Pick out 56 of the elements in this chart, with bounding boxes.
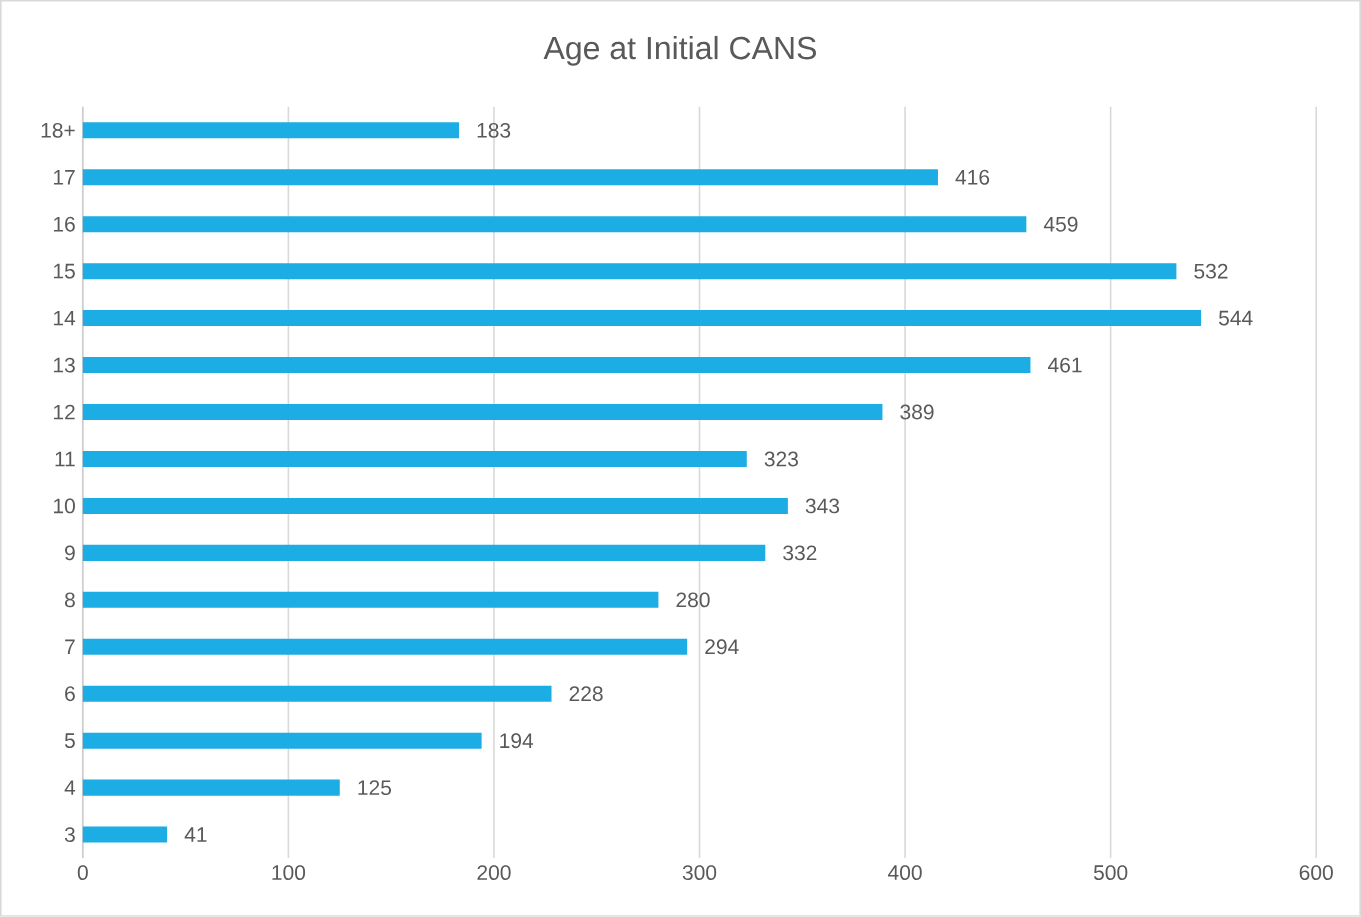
bar <box>82 638 688 655</box>
y-tick-label: 12 <box>54 404 75 420</box>
y-tick-label: 10 <box>54 498 75 514</box>
bar <box>82 263 1177 280</box>
data-label: 228 <box>569 686 603 702</box>
y-tick-label: 5 <box>64 733 75 749</box>
data-label: 183 <box>477 122 511 138</box>
bar <box>82 169 938 186</box>
data-label: 459 <box>1043 216 1078 232</box>
x-tick-label: 100 <box>272 865 306 881</box>
y-tick-label: 3 <box>64 827 75 843</box>
y-tick-label: 14 <box>54 310 76 326</box>
bar <box>82 732 482 749</box>
data-label: 389 <box>900 404 934 420</box>
data-label: 532 <box>1194 263 1228 279</box>
y-tick-label: 4 <box>64 780 76 795</box>
data-label: 280 <box>676 592 710 608</box>
y-tick-label: 16 <box>54 216 75 232</box>
bar <box>82 685 552 702</box>
data-label: 343 <box>805 498 840 514</box>
data-label: 461 <box>1048 357 1082 373</box>
bar <box>82 216 1027 233</box>
x-tick-label: 300 <box>682 865 717 881</box>
y-tick-label: 18+ <box>41 122 75 138</box>
bar <box>82 357 1031 374</box>
y-tick-label: 13 <box>54 357 75 373</box>
y-tick-label: 15 <box>54 263 75 279</box>
bar <box>82 310 1202 327</box>
data-label: 544 <box>1218 310 1253 326</box>
x-tick-label: 600 <box>1299 865 1333 881</box>
bar <box>82 591 659 608</box>
data-label: 416 <box>955 169 990 185</box>
data-label: 294 <box>705 639 739 655</box>
x-tick-label: 0 <box>77 865 88 881</box>
y-tick-label: 9 <box>65 545 75 561</box>
data-label: 125 <box>358 780 391 796</box>
bar <box>82 497 788 514</box>
data-label: 194 <box>500 733 534 749</box>
y-tick-label: 8 <box>64 592 75 608</box>
chart-title: Age at Initial CANS <box>543 35 816 66</box>
y-tick-label: 11 <box>55 451 75 467</box>
bar <box>82 451 747 468</box>
data-label: 323 <box>764 451 798 467</box>
y-tick-label: 6 <box>65 686 75 702</box>
bar <box>82 826 168 843</box>
y-tick-label: 7 <box>65 639 75 655</box>
y-tick-label: 17 <box>54 170 75 185</box>
x-tick-label: 200 <box>477 865 511 881</box>
bar <box>82 544 766 561</box>
bar <box>82 779 340 796</box>
bar <box>82 122 460 139</box>
data-label: 332 <box>783 545 817 561</box>
bar <box>82 404 883 421</box>
x-tick-label: 500 <box>1093 865 1128 881</box>
x-tick-label: 400 <box>888 865 922 881</box>
data-label: 41 <box>184 827 207 842</box>
